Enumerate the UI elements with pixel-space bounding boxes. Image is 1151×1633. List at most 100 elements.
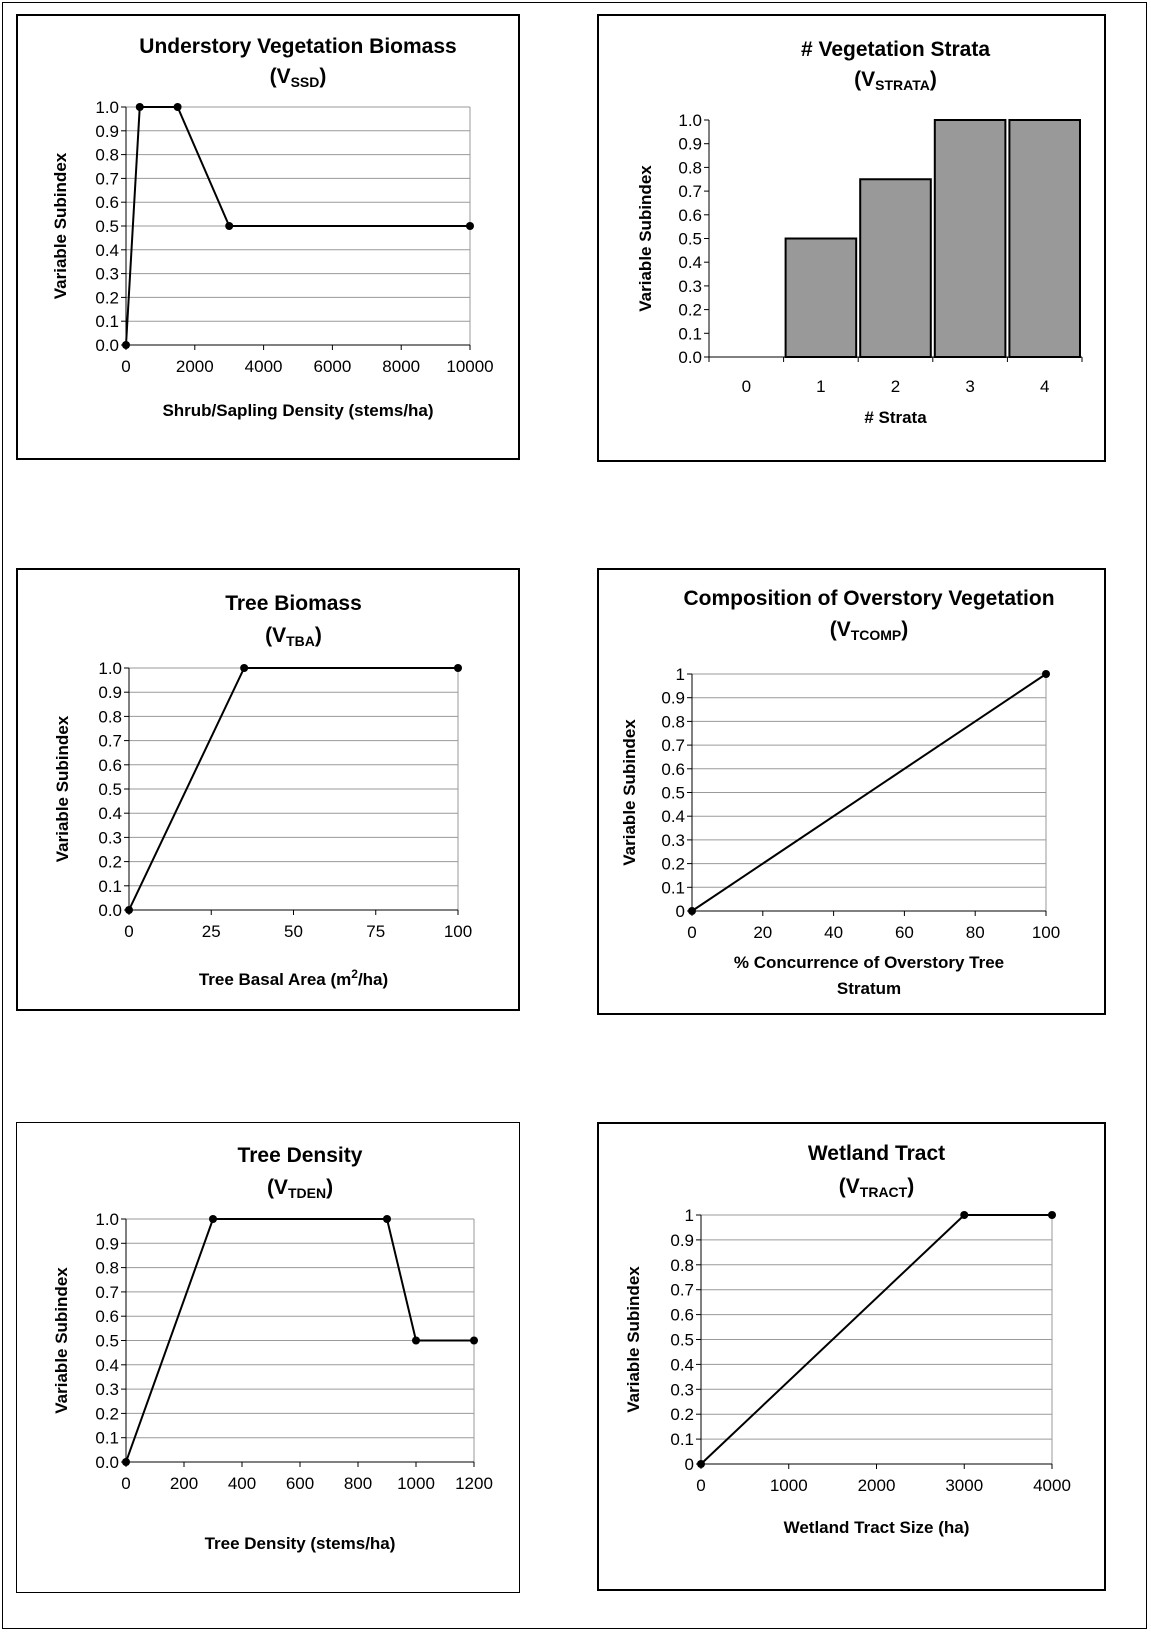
data-point [1042,670,1050,678]
y-tick-label: 0.2 [98,853,122,872]
chart-title: Wetland Tract [808,1142,945,1165]
y-tick-label: 1.0 [95,1210,119,1229]
x-category-label: 3 [965,377,974,396]
data-point [383,1215,391,1223]
chart-svg: Tree Density (VTDEN) 0.0 0.1 0.2 0.3 0.4 0.5 0.6… [52,1144,493,1553]
x-axis-title: Tree Basal Area (m2/ha) [199,967,388,989]
chart-subtitle: (VSSD) [270,65,327,90]
x-axis-title-after: /ha) [358,970,388,989]
x-tick-label: 75 [366,922,385,941]
y-tick-label: 0.2 [670,1405,694,1424]
y-tick-label: 1.0 [678,111,702,130]
y-tick-label: 0.1 [95,1429,119,1448]
y-tick-label: 0.9 [670,1231,694,1250]
y-tick-label: 0.8 [98,707,122,726]
y-axis-title: Variable Subindex [52,1267,71,1414]
bar [859,178,932,358]
x-tick-label: 20 [753,923,772,942]
chart-svg: Wetland Tract (VTRACT) 0 0.1 0.2 0.3 0.4 0.5 0.6… [624,1142,1071,1537]
chart-panel-understory-biomass: Understory Vegetation Biomass (VSSD) 0.0 0.… [16,14,520,460]
x-category-label: 2 [891,377,900,396]
bar [784,237,858,358]
y-tick-label: 0.4 [678,253,702,272]
x-tick-label: 100 [1032,923,1060,942]
y-tick-label: 0.8 [95,1259,119,1278]
y-tick-label: 0.1 [95,312,119,331]
subtitle-subscript: SSD [291,74,320,90]
chart-panel-tree-density: Tree Density (VTDEN) 0.0 0.1 0.2 0.3 0.4 0.5 0.6… [16,1122,520,1593]
y-tick-label: 0.5 [95,1332,119,1351]
x-tick-label: 40 [824,923,843,942]
x-axis-title-text: % Concurrence of Overstory Tree [734,953,1004,972]
data-point [466,222,474,230]
y-tick-label: 0.2 [661,855,685,874]
y-tick-label: 0.4 [670,1355,694,1374]
x-tick-label: 400 [228,1474,256,1493]
y-tick-label: 0.7 [678,182,702,201]
y-tick-label: 1 [685,1206,694,1225]
y-axis-title: Variable Subindex [636,165,655,312]
subtitle-subscript: TRACT [860,1184,908,1200]
y-tick-label: 0.3 [98,828,122,847]
y-tick-label: 0.4 [95,241,119,260]
y-tick-label: 0.9 [98,683,122,702]
x-tick-label: 8000 [382,357,420,376]
chart-panel-overstory-composition: Composition of Overstory Vegetation (VTCO… [597,568,1106,1015]
x-axis-title-text: Tree Basal Area (m [199,970,351,989]
x-tick-label: 0 [124,922,133,941]
y-tick-label: 0.7 [95,1283,119,1302]
x-tick-label: 0 [121,1474,130,1493]
x-tick-label: 0 [687,923,696,942]
y-tick-label: 0.3 [678,277,702,296]
y-tick-label: 0.9 [678,135,702,154]
y-tick-label: 0.0 [98,901,122,920]
data-point [173,103,182,111]
y-tick-label: 0.0 [95,1453,119,1472]
y-tick-label: 0.0 [95,336,119,355]
x-axis-title: Wetland Tract Size (ha) [784,1518,970,1537]
y-tick-label: 0.6 [98,756,122,775]
y-tick-label: 0.8 [95,146,119,165]
x-tick-label: 0 [121,357,130,376]
chart-title: Tree Density [238,1144,363,1167]
subtitle-prefix: (V [270,65,291,88]
x-axis-title-text: # Strata [864,408,927,427]
x-tick-label: 25 [202,922,221,941]
x-axis-title-text: Wetland Tract Size (ha) [784,1518,970,1537]
chart-svg: Composition of Overstory Vegetation (VTCO… [620,587,1060,998]
x-tick-label: 200 [170,1474,198,1493]
x-tick-label: 2000 [858,1476,896,1495]
data-point [412,1336,420,1345]
bar [933,119,1007,358]
subtitle-suffix: ) [930,68,937,91]
x-axis-title-text: Shrub/Sapling Density (stems/ha) [162,401,433,420]
y-tick-label: 0.6 [661,760,685,779]
subtitle-suffix: ) [315,624,322,647]
x-tick-label: 60 [895,923,914,942]
x-category-label: 0 [742,377,751,396]
y-tick-label: 0.7 [661,736,685,755]
y-tick-label: 1.0 [95,98,119,117]
x-tick-label: 10000 [446,357,493,376]
y-tick-label: 1.0 [98,659,122,678]
x-axis-title-text: Tree Density (stems/ha) [205,1534,396,1553]
data-point [688,907,696,915]
data-point [454,664,462,672]
y-tick-label: 0.5 [678,230,702,249]
x-tick-label: 1000 [397,1474,435,1493]
subtitle-prefix: (V [854,68,875,91]
chart-subtitle: (VTBA) [265,624,322,649]
data-point [960,1211,969,1219]
data-point [240,664,249,672]
chart-svg: Tree Biomass (VTBA) 0.0 0.1 0.2 0.3 0.4 0.5 0.6 0… [53,592,472,989]
y-tick-label: 0 [676,902,685,921]
data-point [225,222,234,230]
x-tick-label: 4000 [245,357,283,376]
y-tick-label: 0.8 [670,1256,694,1275]
y-tick-label: 0.8 [661,712,685,731]
x-axis-title-line2: Stratum [837,979,901,998]
x-tick-label: 2000 [176,357,214,376]
y-tick-label: 0.9 [95,122,119,141]
chart-panel-tree-biomass: Tree Biomass (VTBA) 0.0 0.1 0.2 0.3 0.4 0.5 0.6 0… [16,568,520,1011]
y-tick-label: 0.2 [95,288,119,307]
